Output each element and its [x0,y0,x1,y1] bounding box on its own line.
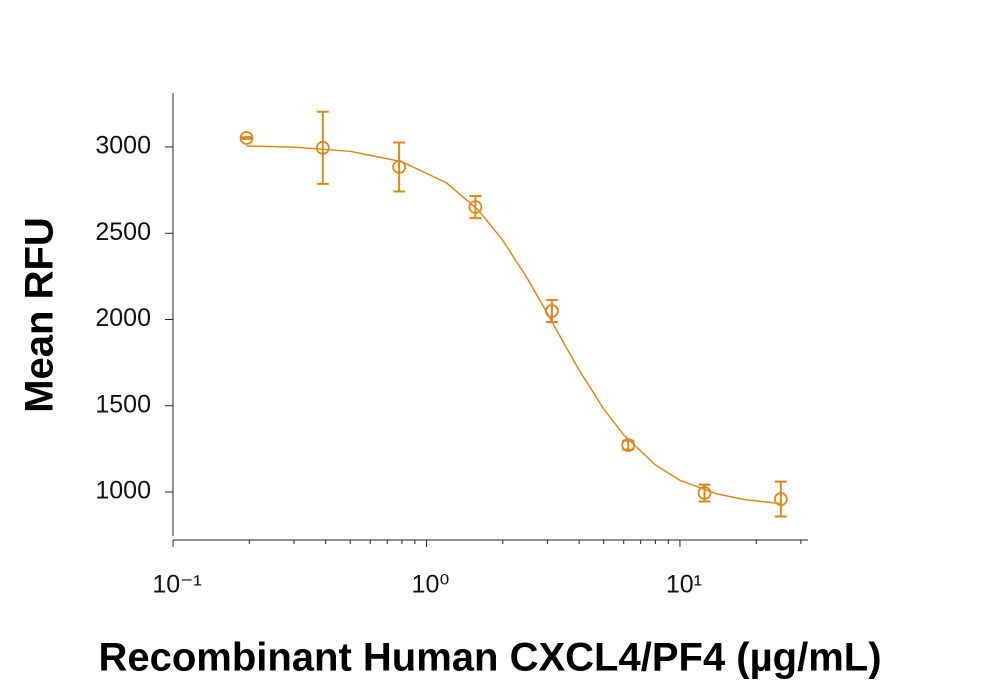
fit-curve [246,145,781,505]
y-tick-label: 2000 [95,304,151,332]
data-point [315,140,330,155]
error-bar [545,299,558,324]
x-tick-label: 10⁻¹ [152,571,201,599]
y-axis-label: Mean RFU [18,217,62,413]
data-point [392,160,407,174]
x-tick-label: 10⁰ [412,571,450,599]
data-point [697,486,712,500]
error-bar [316,110,329,185]
y-tick-label: 1000 [95,477,151,505]
error-bar [469,194,482,220]
y-tick-label: 3000 [95,132,151,160]
error-bar [393,141,406,193]
x-axis-label: Recombinant Human CXCL4/PF4 (µg/mL) [98,636,881,680]
data-point [773,492,788,506]
y-tick-label: 2500 [95,218,151,246]
error-bar [774,480,787,518]
data-point [621,438,636,452]
data-point [468,200,483,214]
y-tick-label: 1500 [95,390,151,418]
x-tick-label: 10¹ [666,571,702,599]
data-point [239,131,254,145]
error-bar [240,136,253,140]
data-point [545,304,559,318]
